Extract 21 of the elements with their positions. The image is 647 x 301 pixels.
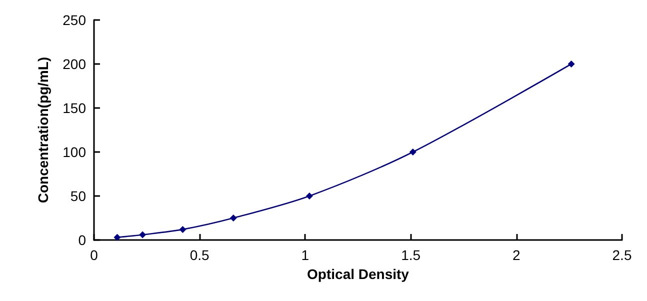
- x-tick-label: 0.5: [190, 247, 210, 263]
- x-tick-label: 1.5: [401, 247, 421, 263]
- y-tick-label: 100: [62, 144, 86, 160]
- y-tick-label: 200: [62, 56, 86, 72]
- x-tick-label: 0: [90, 247, 98, 263]
- x-tick-label: 2: [512, 247, 520, 263]
- y-tick-label: 50: [70, 188, 86, 204]
- point: [230, 214, 237, 222]
- point: [409, 148, 416, 156]
- x-tick-label: 1: [301, 247, 310, 263]
- x-axis-title: Optical Density: [307, 266, 410, 282]
- y-tick-label: 250: [62, 12, 86, 28]
- point: [568, 60, 575, 68]
- y-tick-label: 150: [62, 100, 86, 116]
- y-tick-label: 0: [78, 232, 86, 248]
- x-tick-label: 2.5: [612, 247, 632, 263]
- point: [306, 192, 313, 200]
- y-axis-title: Concentration(pg/mL): [35, 56, 51, 204]
- point: [179, 226, 186, 233]
- point: [139, 231, 146, 238]
- point: [114, 234, 121, 241]
